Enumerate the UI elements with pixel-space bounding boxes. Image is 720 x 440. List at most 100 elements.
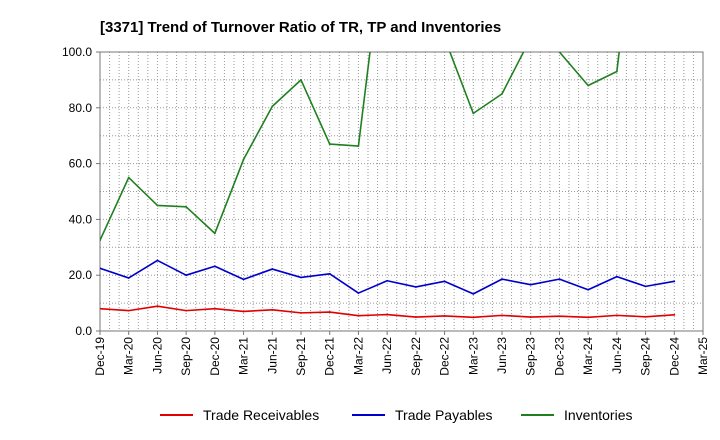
axes: 0.0 20.0 40.0 60.0 80.0 100.0 Dec-19 Mar-20 Jun-… xyxy=(62,45,710,376)
legend: Trade Receivables Trade Payables Inventori… xyxy=(160,407,632,423)
data-point xyxy=(127,309,130,312)
series-inventories xyxy=(100,37,620,242)
x-tick-label: Dec-21 xyxy=(323,337,337,376)
x-tick-label: Mar-20 xyxy=(122,337,136,375)
data-point xyxy=(444,37,446,39)
data-point xyxy=(529,316,532,318)
data-point xyxy=(587,288,590,291)
data-point xyxy=(127,277,130,279)
y-tick-label: 20.0 xyxy=(69,268,93,282)
data-point xyxy=(386,279,389,282)
plot-frame xyxy=(99,51,704,332)
data-point xyxy=(156,204,159,207)
data-point xyxy=(472,316,475,319)
data-point xyxy=(213,307,216,310)
x-tick-label: Sep-21 xyxy=(294,337,308,376)
data-point xyxy=(213,232,216,235)
x-tick-label: Jun-21 xyxy=(265,337,279,374)
data-point xyxy=(501,314,503,317)
data-point xyxy=(472,292,475,295)
data-point xyxy=(156,259,159,262)
data-point xyxy=(100,307,101,310)
data-point xyxy=(185,205,188,208)
data-point xyxy=(615,70,618,73)
data-point xyxy=(414,286,417,288)
x-tick-label: Mar-24 xyxy=(581,337,595,375)
data-point xyxy=(156,305,159,308)
x-tick-label: Dec-19 xyxy=(93,337,107,376)
y-tick-label: 0.0 xyxy=(75,324,92,338)
series-trade-payables xyxy=(100,259,676,295)
data-point xyxy=(300,79,302,81)
x-tick-label: Dec-24 xyxy=(667,337,681,376)
data-point xyxy=(558,52,561,53)
y-tick-label: 80.0 xyxy=(69,101,93,115)
data-point xyxy=(300,276,302,279)
x-tick-label: Jun-24 xyxy=(610,337,624,374)
x-tick-label: Jun-23 xyxy=(495,337,509,374)
legend-label: Inventories xyxy=(564,407,632,423)
data-point xyxy=(443,315,446,317)
data-point xyxy=(501,278,503,281)
data-point xyxy=(615,275,618,278)
data-point xyxy=(644,315,647,318)
data-point xyxy=(443,280,446,283)
data-point xyxy=(213,265,216,268)
data-point xyxy=(501,92,503,95)
y-tick-label: 60.0 xyxy=(69,157,93,171)
data-point xyxy=(328,311,331,313)
data-point xyxy=(414,316,417,318)
legend-label: Trade Payables xyxy=(395,407,493,423)
data-point xyxy=(242,158,245,161)
x-tick-label: Sep-24 xyxy=(639,337,653,376)
data-point xyxy=(271,308,274,311)
x-tick-label: Jun-20 xyxy=(150,337,164,374)
data-point xyxy=(529,283,532,286)
chart-title: [3371] Trend of Turnover Ratio of TR, TP… xyxy=(100,19,501,36)
x-tick-label: Sep-23 xyxy=(524,337,538,376)
data-point xyxy=(100,239,101,242)
data-point xyxy=(386,313,389,316)
x-tick-label: Mar-22 xyxy=(351,337,365,375)
y-tick-label: 40.0 xyxy=(69,212,93,226)
data-point xyxy=(328,272,331,275)
data-point xyxy=(530,37,532,39)
data-point xyxy=(300,311,302,314)
x-tick-label: Sep-20 xyxy=(179,337,193,376)
data-point xyxy=(587,316,590,319)
data-point xyxy=(472,112,475,115)
data-point xyxy=(271,268,274,270)
data-point xyxy=(558,278,561,281)
x-tick-label: Jun-22 xyxy=(380,337,394,374)
data-point xyxy=(615,314,618,317)
series-trade-receivables xyxy=(100,305,676,319)
x-tick-label: Mar-25 xyxy=(696,337,710,375)
x-tick-label: Dec-23 xyxy=(552,337,566,376)
series-group xyxy=(100,37,676,319)
data-point xyxy=(127,176,130,179)
y-tick-label: 100.0 xyxy=(62,45,92,59)
data-point xyxy=(328,143,331,145)
data-point xyxy=(673,280,676,283)
x-tick-label: Mar-23 xyxy=(466,337,480,375)
series-line xyxy=(100,52,620,241)
data-point xyxy=(185,309,188,312)
data-point xyxy=(357,314,360,317)
x-tick-label: Sep-22 xyxy=(409,337,423,376)
data-point xyxy=(357,145,360,147)
x-tick-label: Dec-20 xyxy=(208,337,222,376)
legend-label: Trade Receivables xyxy=(203,407,319,423)
data-point xyxy=(242,310,245,313)
data-point xyxy=(100,267,101,270)
data-point xyxy=(558,315,561,318)
x-tick-label: Dec-22 xyxy=(438,337,452,376)
data-point xyxy=(242,278,245,281)
data-point xyxy=(644,285,647,288)
data-point xyxy=(271,105,274,108)
grid xyxy=(100,52,703,331)
data-point xyxy=(185,274,188,277)
data-point xyxy=(673,313,676,316)
data-point xyxy=(357,292,360,294)
x-tick-label: Mar-21 xyxy=(237,337,251,375)
